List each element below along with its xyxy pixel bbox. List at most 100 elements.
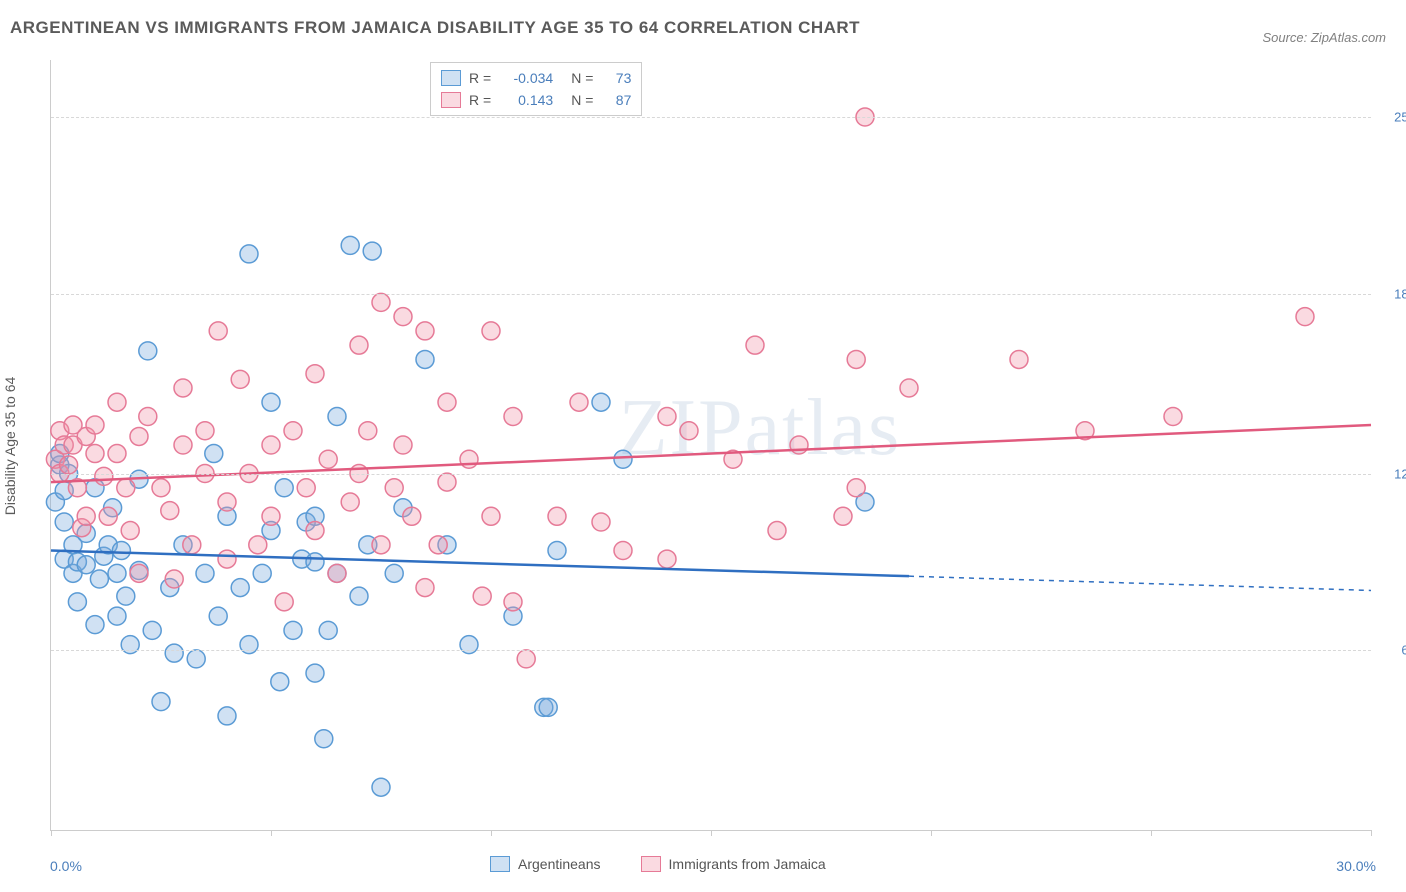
scatter-point <box>319 621 337 639</box>
scatter-point <box>205 445 223 463</box>
trend-line-extrapolated <box>909 576 1371 590</box>
legend-swatch <box>490 856 510 872</box>
scatter-point <box>275 593 293 611</box>
scatter-point <box>746 336 764 354</box>
scatter-point <box>473 587 491 605</box>
x-axis-min-label: 0.0% <box>50 858 82 874</box>
ytick-label: 12.5% <box>1376 466 1406 481</box>
scatter-point <box>438 393 456 411</box>
legend-series-label: Immigrants from Jamaica <box>669 856 826 872</box>
scatter-point <box>416 579 434 597</box>
legend-series-item: Immigrants from Jamaica <box>641 856 826 872</box>
scatter-point <box>139 407 157 425</box>
scatter-point <box>482 322 500 340</box>
gridline-h <box>51 294 1371 295</box>
scatter-point <box>394 436 412 454</box>
scatter-point <box>249 536 267 554</box>
scatter-point <box>517 650 535 668</box>
scatter-point <box>592 513 610 531</box>
n-value: 87 <box>601 92 631 108</box>
ytick-label: 18.8% <box>1376 286 1406 301</box>
scatter-point <box>315 730 333 748</box>
r-label: R = <box>469 70 491 86</box>
scatter-point <box>548 542 566 560</box>
r-value: 0.143 <box>499 92 553 108</box>
scatter-point <box>1010 350 1028 368</box>
scatter-point <box>847 479 865 497</box>
scatter-point <box>174 379 192 397</box>
scatter-point <box>86 445 104 463</box>
scatter-point <box>394 308 412 326</box>
scatter-point <box>570 393 588 411</box>
scatter-point <box>161 502 179 520</box>
xtick <box>491 830 492 836</box>
scatter-point <box>231 370 249 388</box>
scatter-point <box>262 393 280 411</box>
scatter-point <box>482 507 500 525</box>
scatter-point <box>152 479 170 497</box>
scatter-point <box>847 350 865 368</box>
scatter-point <box>438 473 456 491</box>
scatter-point <box>187 650 205 668</box>
scatter-point <box>68 593 86 611</box>
legend-series: Argentineans Immigrants from Jamaica <box>490 856 826 872</box>
legend-swatch <box>641 856 661 872</box>
scatter-point <box>1296 308 1314 326</box>
scatter-point <box>262 507 280 525</box>
legend-series-item: Argentineans <box>490 856 601 872</box>
scatter-point <box>209 322 227 340</box>
scatter-point <box>416 350 434 368</box>
scatter-point <box>271 673 289 691</box>
scatter-point <box>790 436 808 454</box>
scatter-point <box>403 507 421 525</box>
scatter-point <box>86 416 104 434</box>
scatter-point <box>328 407 346 425</box>
legend-series-label: Argentineans <box>518 856 601 872</box>
scatter-point <box>900 379 918 397</box>
scatter-point <box>139 342 157 360</box>
scatter-point <box>306 553 324 571</box>
ytick-label: 25.0% <box>1376 110 1406 125</box>
chart-title: ARGENTINEAN VS IMMIGRANTS FROM JAMAICA D… <box>10 18 860 38</box>
scatter-point <box>112 542 130 560</box>
scatter-point <box>284 621 302 639</box>
scatter-point <box>372 536 390 554</box>
gridline-h <box>51 117 1371 118</box>
scatter-point <box>341 493 359 511</box>
scatter-point <box>834 507 852 525</box>
scatter-point <box>658 550 676 568</box>
scatter-point <box>592 393 610 411</box>
scatter-point <box>55 513 73 531</box>
scatter-point <box>548 507 566 525</box>
scatter-point <box>121 522 139 540</box>
scatter-point <box>130 564 148 582</box>
legend-swatch <box>441 92 461 108</box>
xtick <box>711 830 712 836</box>
legend-row: R =-0.034N =73 <box>441 67 631 89</box>
scatter-point <box>152 693 170 711</box>
scatter-point <box>196 564 214 582</box>
scatter-point <box>1164 407 1182 425</box>
xtick <box>51 830 52 836</box>
ytick-label: 6.3% <box>1376 643 1406 658</box>
scatter-point <box>350 587 368 605</box>
n-label: N = <box>571 70 593 86</box>
scatter-point <box>108 564 126 582</box>
xtick <box>1151 830 1152 836</box>
scatter-point <box>614 542 632 560</box>
scatter-point <box>231 579 249 597</box>
scatter-point <box>183 536 201 554</box>
scatter-point <box>284 422 302 440</box>
scatter-point <box>77 507 95 525</box>
legend-swatch <box>441 70 461 86</box>
scatter-point <box>262 436 280 454</box>
x-axis-max-label: 30.0% <box>1336 858 1376 874</box>
scatter-point <box>174 436 192 454</box>
y-axis-label: Disability Age 35 to 64 <box>2 377 18 516</box>
scatter-point <box>196 422 214 440</box>
scatter-point <box>108 445 126 463</box>
scatter-point <box>108 393 126 411</box>
scatter-point <box>108 607 126 625</box>
scatter-point <box>165 644 183 662</box>
scatter-point <box>218 493 236 511</box>
